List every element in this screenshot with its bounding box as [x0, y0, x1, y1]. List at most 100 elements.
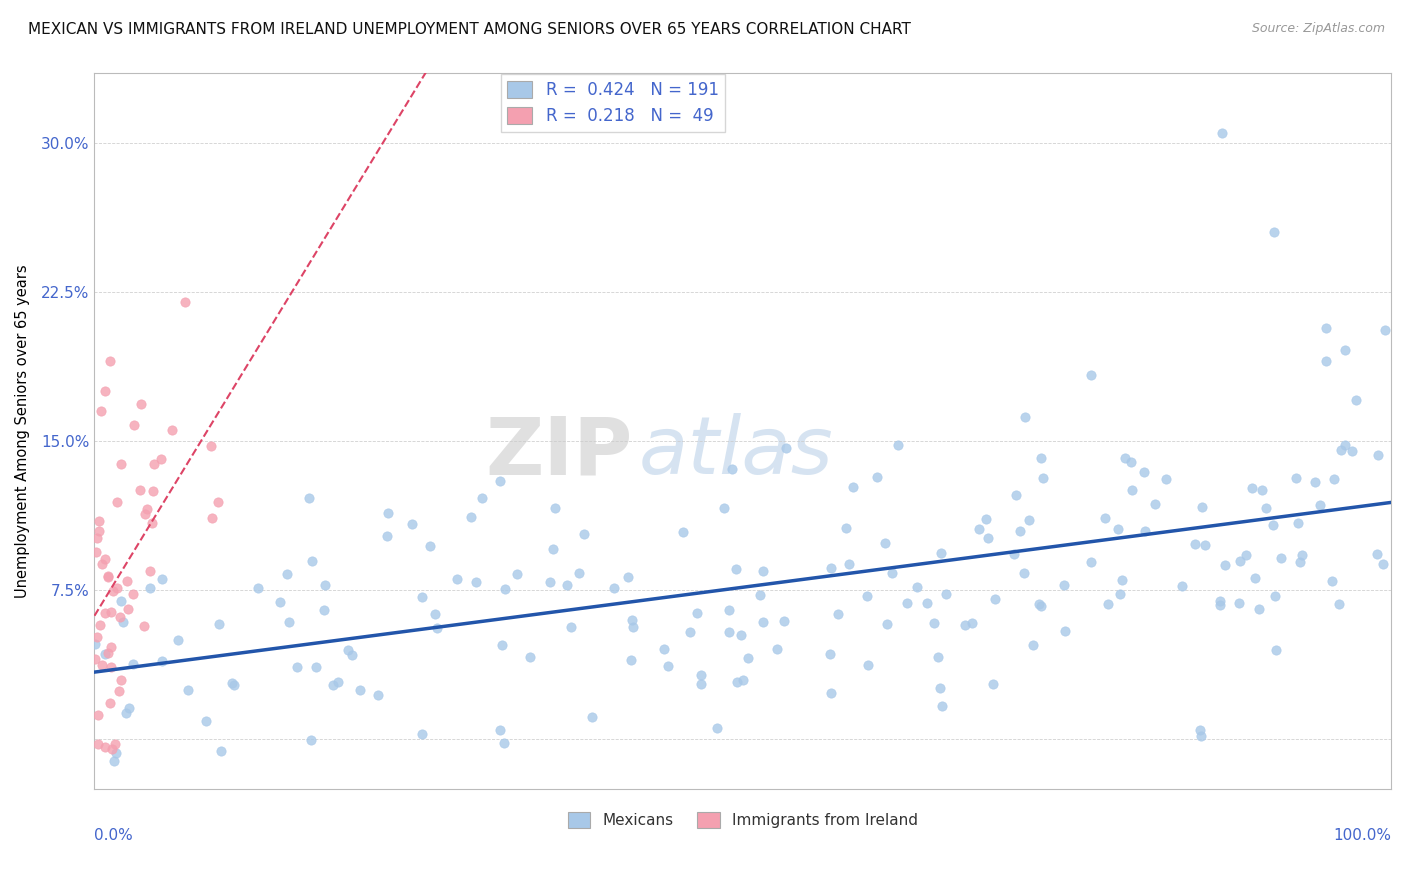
- Point: [1194, 538, 1216, 552]
- Point: [1322, 574, 1344, 588]
- Point: [141, 516, 163, 530]
- Point: [201, 511, 224, 525]
- Point: [905, 580, 928, 594]
- Point: [1264, 643, 1286, 657]
- Point: [1029, 450, 1052, 465]
- Point: [690, 668, 713, 682]
- Point: [1121, 483, 1143, 497]
- Point: [115, 574, 138, 588]
- Point: [931, 698, 953, 713]
- Point: [134, 508, 156, 522]
- Point: [689, 677, 711, 691]
- Point: [142, 484, 165, 499]
- Point: [1002, 547, 1025, 561]
- Point: [560, 620, 582, 634]
- Point: [107, 683, 129, 698]
- Point: [149, 452, 172, 467]
- Point: [1154, 472, 1177, 486]
- Point: [136, 502, 159, 516]
- Point: [222, 678, 245, 692]
- Point: [322, 678, 344, 692]
- Text: Source: ZipAtlas.com: Source: ZipAtlas.com: [1251, 22, 1385, 36]
- Point: [1288, 555, 1310, 569]
- Point: [1018, 513, 1040, 527]
- Point: [827, 607, 849, 621]
- Point: [128, 483, 150, 497]
- Point: [752, 615, 775, 629]
- Point: [446, 572, 468, 586]
- Point: [1264, 589, 1286, 603]
- Point: [411, 727, 433, 741]
- Point: [87, 514, 110, 528]
- Point: [1323, 472, 1346, 486]
- Point: [349, 683, 371, 698]
- Point: [89, 617, 111, 632]
- Point: [1365, 547, 1388, 561]
- Point: [97, 570, 120, 584]
- Point: [150, 572, 173, 586]
- Point: [98, 354, 121, 368]
- Point: [1263, 225, 1285, 239]
- Point: [706, 721, 728, 735]
- Point: [555, 578, 578, 592]
- Point: [246, 581, 269, 595]
- Text: MEXICAN VS IMMIGRANTS FROM IRELAND UNEMPLOYMENT AMONG SENIORS OVER 65 YEARS CORR: MEXICAN VS IMMIGRANTS FROM IRELAND UNEMP…: [28, 22, 911, 37]
- Point: [1108, 586, 1130, 600]
- Point: [1261, 518, 1284, 533]
- Point: [876, 617, 898, 632]
- Point: [90, 557, 112, 571]
- Point: [100, 660, 122, 674]
- Point: [725, 562, 748, 576]
- Point: [411, 591, 433, 605]
- Point: [1250, 483, 1272, 497]
- Point: [1229, 554, 1251, 568]
- Point: [278, 615, 301, 630]
- Point: [1005, 487, 1028, 501]
- Point: [1029, 599, 1052, 614]
- Point: [1247, 602, 1270, 616]
- Point: [1191, 500, 1213, 515]
- Point: [100, 640, 122, 654]
- Point: [654, 642, 676, 657]
- Point: [955, 618, 977, 632]
- Point: [1107, 522, 1129, 536]
- Point: [375, 529, 398, 543]
- Point: [377, 506, 399, 520]
- Point: [1315, 354, 1337, 368]
- Point: [772, 614, 794, 628]
- Point: [401, 516, 423, 531]
- Point: [620, 613, 643, 627]
- Point: [981, 677, 1004, 691]
- Point: [124, 417, 146, 432]
- Legend: Mexicans, Immigrants from Ireland: Mexicans, Immigrants from Ireland: [561, 806, 924, 835]
- Point: [713, 500, 735, 515]
- Point: [305, 660, 328, 674]
- Point: [541, 541, 564, 556]
- Point: [616, 570, 638, 584]
- Text: 100.0%: 100.0%: [1333, 828, 1391, 843]
- Point: [544, 501, 567, 516]
- Point: [419, 539, 441, 553]
- Point: [103, 754, 125, 768]
- Point: [207, 495, 229, 509]
- Point: [1209, 593, 1232, 607]
- Point: [1213, 558, 1236, 572]
- Point: [195, 714, 218, 728]
- Point: [838, 558, 860, 572]
- Point: [1372, 558, 1395, 572]
- Point: [94, 552, 117, 566]
- Point: [129, 397, 152, 411]
- Point: [1080, 555, 1102, 569]
- Point: [1341, 443, 1364, 458]
- Point: [87, 524, 110, 539]
- Point: [122, 657, 145, 672]
- Point: [572, 527, 595, 541]
- Point: [1097, 598, 1119, 612]
- Point: [143, 457, 166, 471]
- Point: [314, 578, 336, 592]
- Point: [139, 582, 162, 596]
- Point: [820, 686, 842, 700]
- Point: [934, 587, 956, 601]
- Point: [162, 423, 184, 437]
- Point: [1114, 450, 1136, 465]
